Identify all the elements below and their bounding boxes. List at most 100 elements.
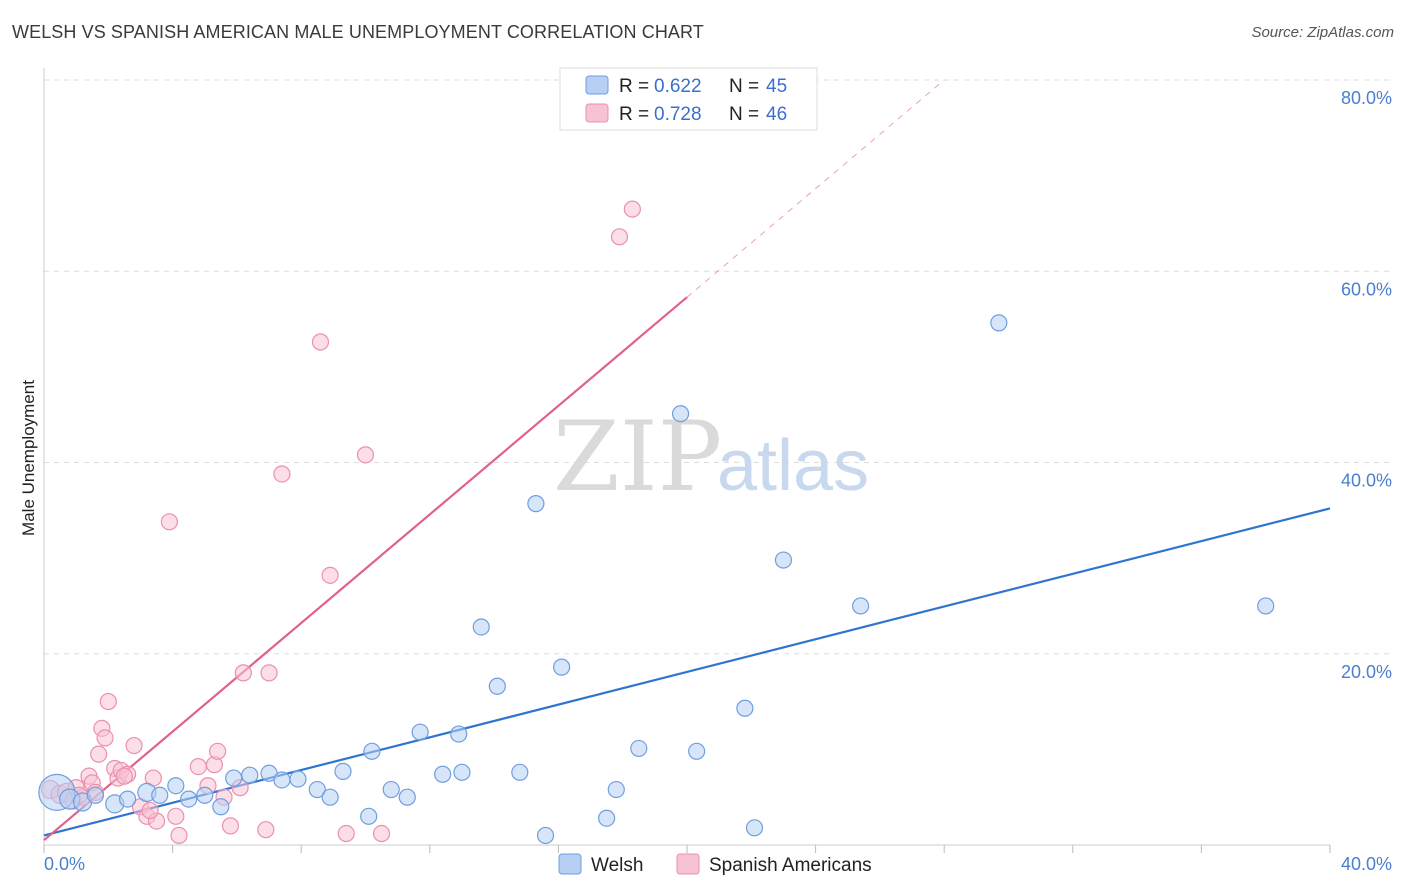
welsh-point-27 bbox=[472, 618, 490, 636]
spanish-point-37 bbox=[337, 824, 355, 843]
spanish-point-27 bbox=[209, 742, 227, 760]
welsh-point-17 bbox=[321, 788, 339, 806]
welsh-point-36 bbox=[671, 405, 690, 423]
bottom-legend-spanish-label: Spanish Americans bbox=[709, 855, 872, 876]
welsh-point-24 bbox=[434, 765, 452, 783]
legend-welsh-n-value: 45 bbox=[766, 76, 787, 97]
y-tick-label-3: 80.0% bbox=[1341, 88, 1392, 108]
legend-welsh-n-label: N = bbox=[729, 76, 759, 97]
spanish-point-38 bbox=[356, 446, 375, 464]
welsh-point-28 bbox=[488, 677, 506, 695]
spanish-point-23 bbox=[170, 826, 188, 845]
watermark: ZIP atlas bbox=[553, 401, 869, 513]
welsh-point-39 bbox=[745, 819, 764, 837]
spanish-point-41 bbox=[623, 200, 641, 218]
watermark-atlas: atlas bbox=[717, 426, 869, 506]
spanish-point-35 bbox=[321, 566, 339, 584]
spanish-point-10 bbox=[96, 729, 114, 747]
welsh-point-7 bbox=[167, 777, 185, 795]
legend-spanish-r-label: R = bbox=[619, 104, 649, 125]
trend-line-1 bbox=[43, 296, 688, 842]
welsh-point-31 bbox=[536, 826, 555, 845]
welsh-point-11 bbox=[225, 769, 243, 787]
spanish-point-34 bbox=[273, 465, 291, 483]
welsh-point-19 bbox=[360, 807, 378, 825]
chart-title: WELSH VS SPANISH AMERICAN MALE UNEMPLOYM… bbox=[12, 22, 704, 42]
welsh-point-25 bbox=[450, 725, 468, 743]
welsh-point-26 bbox=[453, 763, 471, 781]
welsh-point-43 bbox=[1257, 597, 1275, 615]
welsh-point-12 bbox=[241, 766, 259, 784]
legend-spanish-r-value: 0.728 bbox=[654, 104, 702, 125]
y-tick-label-0: 20.0% bbox=[1341, 662, 1392, 682]
spanish-point-45 bbox=[115, 767, 133, 785]
spanish-point-24 bbox=[189, 757, 207, 776]
spanish-point-16 bbox=[125, 736, 143, 755]
legend: R = 0.622 N = 45 R = 0.728 N = 46 bbox=[559, 67, 818, 131]
welsh-point-40 bbox=[774, 551, 793, 569]
welsh-point-34 bbox=[607, 780, 625, 799]
welsh-point-44 bbox=[86, 786, 105, 804]
spanish-point-29 bbox=[221, 817, 240, 835]
welsh-point-35 bbox=[630, 739, 648, 758]
welsh-point-16 bbox=[308, 780, 326, 799]
bottom-legend: Welsh Spanish Americans bbox=[558, 853, 872, 876]
legend-spanish-swatch bbox=[585, 103, 609, 123]
welsh-point-23 bbox=[411, 723, 429, 741]
x-tick-label-1: 40.0% bbox=[1341, 854, 1392, 874]
spanish-point-21 bbox=[160, 513, 178, 531]
grid-lines bbox=[44, 79, 1392, 655]
welsh-point-9 bbox=[196, 786, 214, 804]
legend-spanish-n-value: 46 bbox=[766, 104, 787, 125]
welsh-point-10 bbox=[212, 798, 230, 816]
bottom-legend-welsh-swatch bbox=[558, 853, 582, 875]
watermark-zip: ZIP bbox=[553, 401, 722, 513]
chart-source: Source: ZipAtlas.com bbox=[1251, 24, 1394, 41]
welsh-point-14 bbox=[273, 771, 291, 789]
spanish-point-36 bbox=[311, 333, 330, 351]
spanish-point-32 bbox=[257, 821, 275, 839]
trend-line-0 bbox=[43, 507, 1331, 837]
welsh-point-33 bbox=[598, 809, 616, 827]
trend-line-dashed-1 bbox=[686, 79, 945, 298]
trend-lines bbox=[43, 79, 1331, 842]
y-tick-label-2: 60.0% bbox=[1341, 279, 1392, 299]
legend-spanish-n-label: N = bbox=[729, 104, 759, 125]
welsh-point-41 bbox=[852, 597, 870, 615]
spanish-point-11 bbox=[99, 692, 117, 711]
spanish-point-8 bbox=[90, 745, 108, 763]
welsh-point-8 bbox=[180, 790, 198, 808]
legend-welsh-r-label: R = bbox=[619, 76, 649, 97]
welsh-point-20 bbox=[363, 742, 381, 760]
welsh-point-42 bbox=[990, 314, 1008, 332]
bottom-legend-spanish-swatch bbox=[676, 853, 700, 875]
spanish-point-44 bbox=[141, 801, 159, 820]
spanish-point-40 bbox=[610, 228, 629, 246]
welsh-point-6 bbox=[151, 786, 169, 804]
legend-welsh-swatch bbox=[585, 75, 609, 95]
spanish-point-33 bbox=[260, 664, 278, 682]
bottom-legend-welsh-label: Welsh bbox=[591, 855, 643, 876]
welsh-point-37 bbox=[688, 742, 706, 760]
series-welsh-points bbox=[38, 314, 1275, 845]
tick-labels: 0.0% 40.0% 20.0% 40.0% 60.0% 80.0% bbox=[44, 88, 1392, 874]
welsh-point-30 bbox=[527, 495, 545, 513]
series-spanish-americans-points bbox=[40, 200, 641, 845]
welsh-point-18 bbox=[334, 762, 352, 780]
welsh-point-32 bbox=[553, 658, 571, 676]
y-axis-title: Male Unemployment bbox=[19, 380, 38, 536]
welsh-point-22 bbox=[398, 788, 416, 806]
welsh-point-15 bbox=[289, 770, 307, 788]
spanish-point-39 bbox=[372, 824, 391, 843]
welsh-point-29 bbox=[511, 763, 529, 781]
x-tick-label-0: 0.0% bbox=[44, 854, 85, 874]
axes bbox=[43, 68, 1331, 853]
y-tick-label-1: 40.0% bbox=[1341, 471, 1392, 491]
spanish-point-31 bbox=[234, 664, 252, 682]
spanish-point-22 bbox=[167, 807, 185, 825]
legend-welsh-r-value: 0.622 bbox=[654, 76, 702, 97]
welsh-point-38 bbox=[736, 699, 754, 717]
welsh-point-4 bbox=[118, 790, 137, 808]
welsh-point-21 bbox=[382, 780, 400, 799]
